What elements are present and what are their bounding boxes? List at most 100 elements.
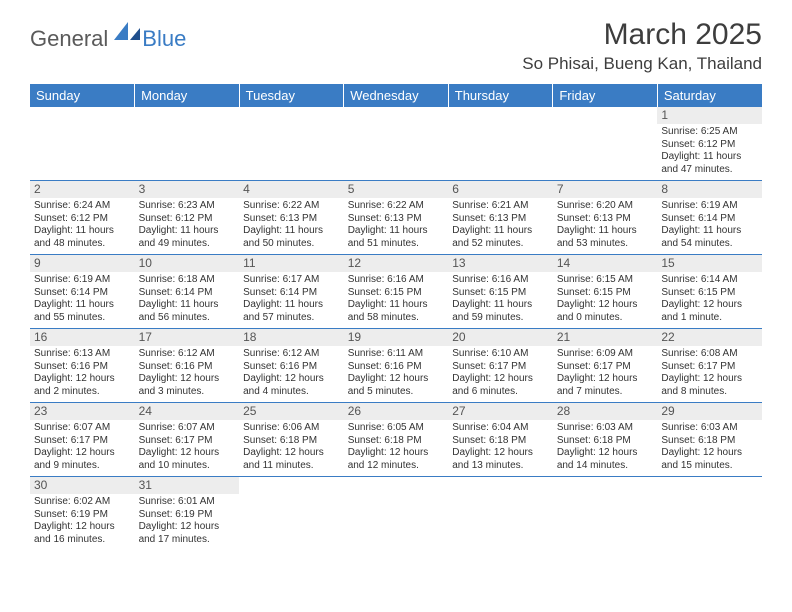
day-number: 8 [657,181,762,198]
logo: General Blue [30,26,186,52]
day-number: 26 [344,403,449,420]
day-number: 11 [239,255,344,272]
calendar-cell: 13Sunrise: 6:16 AMSunset: 6:15 PMDayligh… [448,255,553,329]
sunset-text: Sunset: 6:18 PM [557,435,654,448]
sunset-text: Sunset: 6:12 PM [34,213,131,226]
weekday-header: Sunday [30,84,135,107]
sunset-text: Sunset: 6:14 PM [34,287,131,300]
daylight-text: Daylight: 11 hours and 49 minutes. [139,225,236,250]
day-number: 7 [553,181,658,198]
sunset-text: Sunset: 6:12 PM [139,213,236,226]
day-number: 19 [344,329,449,346]
header: General Blue March 2025 So Phisai, Bueng… [30,18,762,74]
daylight-text: Daylight: 12 hours and 6 minutes. [452,373,549,398]
calendar-cell: 20Sunrise: 6:10 AMSunset: 6:17 PMDayligh… [448,329,553,403]
sunset-text: Sunset: 6:16 PM [348,361,445,374]
daylight-text: Daylight: 12 hours and 4 minutes. [243,373,340,398]
sunset-text: Sunset: 6:15 PM [557,287,654,300]
daylight-text: Daylight: 12 hours and 5 minutes. [348,373,445,398]
day-number: 15 [657,255,762,272]
calendar-cell: 2Sunrise: 6:24 AMSunset: 6:12 PMDaylight… [30,181,135,255]
daylight-text: Daylight: 12 hours and 13 minutes. [452,447,549,472]
calendar-cell [448,107,553,181]
daylight-text: Daylight: 11 hours and 55 minutes. [34,299,131,324]
day-number: 4 [239,181,344,198]
calendar-cell [344,477,449,551]
sunrise-text: Sunrise: 6:25 AM [661,126,758,139]
sunset-text: Sunset: 6:18 PM [452,435,549,448]
calendar-cell: 29Sunrise: 6:03 AMSunset: 6:18 PMDayligh… [657,403,762,477]
daylight-text: Daylight: 12 hours and 17 minutes. [139,521,236,546]
sunset-text: Sunset: 6:18 PM [243,435,340,448]
sunset-text: Sunset: 6:19 PM [139,509,236,522]
daylight-text: Daylight: 12 hours and 2 minutes. [34,373,131,398]
calendar-cell: 14Sunrise: 6:15 AMSunset: 6:15 PMDayligh… [553,255,658,329]
sunrise-text: Sunrise: 6:18 AM [139,274,236,287]
calendar-row: 16Sunrise: 6:13 AMSunset: 6:16 PMDayligh… [30,329,762,403]
sunset-text: Sunset: 6:18 PM [348,435,445,448]
sunset-text: Sunset: 6:15 PM [348,287,445,300]
logo-text-general: General [30,26,108,52]
sunrise-text: Sunrise: 6:04 AM [452,422,549,435]
weekday-header: Friday [553,84,658,107]
weekday-header: Thursday [448,84,553,107]
daylight-text: Daylight: 12 hours and 10 minutes. [139,447,236,472]
weekday-header-row: Sunday Monday Tuesday Wednesday Thursday… [30,84,762,107]
day-number: 9 [30,255,135,272]
daylight-text: Daylight: 12 hours and 16 minutes. [34,521,131,546]
sunset-text: Sunset: 6:13 PM [348,213,445,226]
sunrise-text: Sunrise: 6:16 AM [452,274,549,287]
title-block: March 2025 So Phisai, Bueng Kan, Thailan… [522,18,762,74]
day-number: 23 [30,403,135,420]
sunset-text: Sunset: 6:16 PM [34,361,131,374]
calendar-cell: 30Sunrise: 6:02 AMSunset: 6:19 PMDayligh… [30,477,135,551]
calendar-cell: 5Sunrise: 6:22 AMSunset: 6:13 PMDaylight… [344,181,449,255]
day-number: 5 [344,181,449,198]
calendar-cell: 17Sunrise: 6:12 AMSunset: 6:16 PMDayligh… [135,329,240,403]
sunrise-text: Sunrise: 6:14 AM [661,274,758,287]
calendar-cell [553,107,658,181]
sunrise-text: Sunrise: 6:22 AM [348,200,445,213]
day-number: 10 [135,255,240,272]
daylight-text: Daylight: 11 hours and 59 minutes. [452,299,549,324]
sunrise-text: Sunrise: 6:24 AM [34,200,131,213]
sunrise-text: Sunrise: 6:01 AM [139,496,236,509]
day-number: 17 [135,329,240,346]
calendar-cell: 3Sunrise: 6:23 AMSunset: 6:12 PMDaylight… [135,181,240,255]
logo-sail-icon [114,22,140,45]
calendar-cell: 12Sunrise: 6:16 AMSunset: 6:15 PMDayligh… [344,255,449,329]
daylight-text: Daylight: 11 hours and 58 minutes. [348,299,445,324]
calendar-cell: 11Sunrise: 6:17 AMSunset: 6:14 PMDayligh… [239,255,344,329]
sunrise-text: Sunrise: 6:20 AM [557,200,654,213]
sunset-text: Sunset: 6:16 PM [243,361,340,374]
sunrise-text: Sunrise: 6:10 AM [452,348,549,361]
daylight-text: Daylight: 12 hours and 0 minutes. [557,299,654,324]
calendar-cell [657,477,762,551]
sunrise-text: Sunrise: 6:17 AM [243,274,340,287]
day-number: 22 [657,329,762,346]
sunrise-text: Sunrise: 6:06 AM [243,422,340,435]
day-number: 18 [239,329,344,346]
sunset-text: Sunset: 6:14 PM [661,213,758,226]
calendar-cell [239,107,344,181]
calendar-cell: 15Sunrise: 6:14 AMSunset: 6:15 PMDayligh… [657,255,762,329]
daylight-text: Daylight: 11 hours and 52 minutes. [452,225,549,250]
calendar-cell: 16Sunrise: 6:13 AMSunset: 6:16 PMDayligh… [30,329,135,403]
calendar-cell: 18Sunrise: 6:12 AMSunset: 6:16 PMDayligh… [239,329,344,403]
calendar-cell: 10Sunrise: 6:18 AMSunset: 6:14 PMDayligh… [135,255,240,329]
calendar-row: 23Sunrise: 6:07 AMSunset: 6:17 PMDayligh… [30,403,762,477]
sunrise-text: Sunrise: 6:07 AM [139,422,236,435]
day-number: 14 [553,255,658,272]
sunrise-text: Sunrise: 6:19 AM [34,274,131,287]
daylight-text: Daylight: 12 hours and 15 minutes. [661,447,758,472]
calendar-cell [344,107,449,181]
calendar-cell: 28Sunrise: 6:03 AMSunset: 6:18 PMDayligh… [553,403,658,477]
sunrise-text: Sunrise: 6:07 AM [34,422,131,435]
calendar-row: 30Sunrise: 6:02 AMSunset: 6:19 PMDayligh… [30,477,762,551]
day-number: 3 [135,181,240,198]
daylight-text: Daylight: 12 hours and 14 minutes. [557,447,654,472]
sunrise-text: Sunrise: 6:05 AM [348,422,445,435]
logo-text-blue: Blue [142,26,186,52]
sunset-text: Sunset: 6:14 PM [139,287,236,300]
calendar-cell [239,477,344,551]
